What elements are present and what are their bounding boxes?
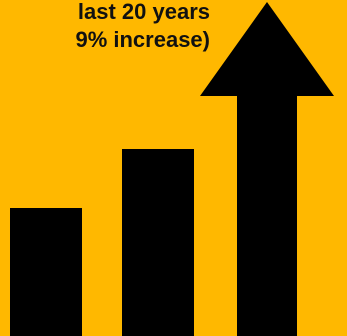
bar-short (10, 208, 82, 336)
bar-medium (122, 149, 194, 336)
growth-arrow-icon (197, 0, 347, 336)
caption-line-1: last 20 years (0, 0, 210, 26)
caption-text: last 20 years 9% increase) (0, 0, 210, 54)
growth-arrow-shape (200, 2, 334, 336)
caption-line-2: 9% increase) (0, 26, 210, 54)
